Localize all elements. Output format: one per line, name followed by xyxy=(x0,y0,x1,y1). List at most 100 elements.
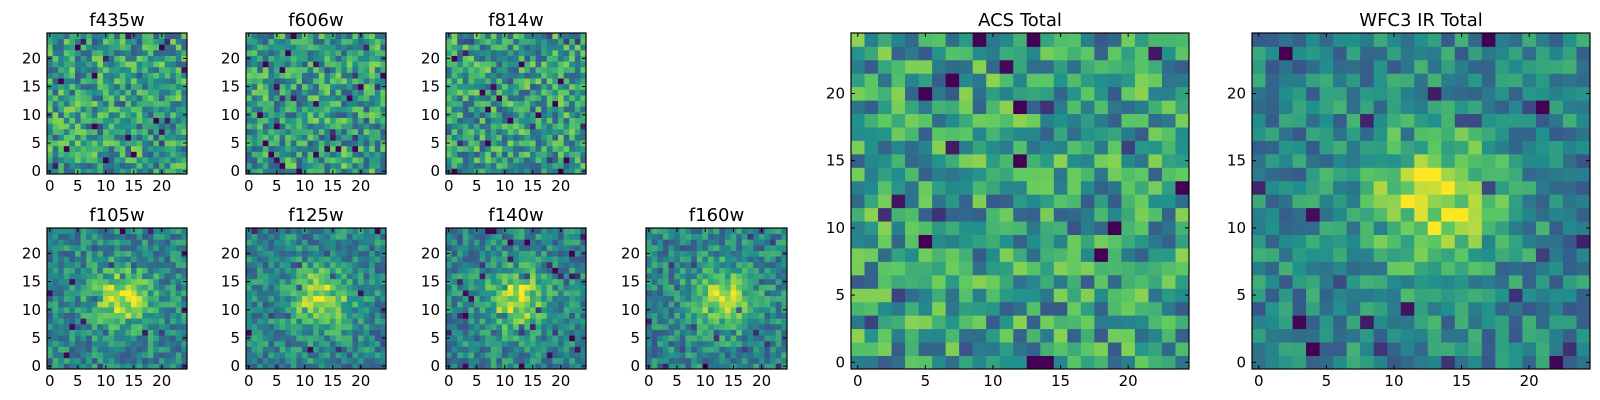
heatmap-cell xyxy=(535,244,542,251)
heatmap-cell xyxy=(164,357,171,364)
heatmap-cell xyxy=(251,278,258,285)
heatmap-cell xyxy=(262,66,269,73)
heatmap-cell xyxy=(268,38,275,45)
heatmap-cell xyxy=(251,312,258,319)
heatmap-cell xyxy=(164,228,171,235)
heatmap-cell xyxy=(530,83,536,90)
heatmap-cell xyxy=(114,284,121,291)
heatmap-cell xyxy=(131,61,137,68)
heatmap-cell xyxy=(535,49,542,56)
heatmap-cell xyxy=(153,168,160,175)
heatmap-cell xyxy=(668,233,675,240)
heatmap-cell xyxy=(279,244,286,251)
heatmap-cell xyxy=(97,111,104,118)
heatmap-cell xyxy=(58,78,65,85)
heatmap-cell xyxy=(313,111,320,118)
heatmap-cell xyxy=(164,61,171,68)
heatmap-cell xyxy=(485,340,492,347)
heatmap-cell xyxy=(563,106,570,113)
heatmap-cell xyxy=(268,100,275,107)
heatmap-cell xyxy=(736,323,743,330)
heatmap-cell xyxy=(153,340,160,347)
heatmap-cell xyxy=(341,256,348,263)
heatmap-cell xyxy=(1161,207,1176,222)
heatmap-cell xyxy=(142,49,149,56)
heatmap-cell xyxy=(558,38,564,45)
heatmap-cell xyxy=(513,312,520,319)
heatmap-cell xyxy=(91,340,98,347)
heatmap-cell xyxy=(535,335,542,342)
heatmap-cell xyxy=(708,228,715,235)
heatmap-cell xyxy=(468,312,475,319)
heatmap-cell xyxy=(657,306,664,313)
heatmap-cell xyxy=(685,273,692,280)
heatmap-cell xyxy=(296,162,303,169)
heatmap-cell xyxy=(86,140,93,147)
heatmap-cell xyxy=(164,306,171,313)
heatmap-cell xyxy=(142,140,149,147)
heatmap-cell xyxy=(1067,234,1082,249)
heatmap-cell xyxy=(546,66,553,73)
heatmap-cell xyxy=(125,128,132,135)
heatmap-cell xyxy=(574,145,581,152)
heatmap-cell xyxy=(330,335,336,342)
heatmap-cell xyxy=(346,228,353,235)
heatmap-cell xyxy=(905,221,919,235)
heatmap-cell xyxy=(257,363,264,370)
heatmap-cell xyxy=(159,117,165,124)
y-tick-label: 5 xyxy=(430,329,440,347)
heatmap-cell xyxy=(535,267,542,274)
heatmap-cell xyxy=(318,306,325,313)
heatmap-cell xyxy=(696,256,703,263)
heatmap-cell xyxy=(462,340,469,347)
heatmap-cell xyxy=(918,315,933,330)
heatmap-cell xyxy=(268,323,275,330)
heatmap-cell xyxy=(352,363,359,370)
heatmap-cell xyxy=(558,111,564,118)
heatmap-cell xyxy=(131,66,137,73)
heatmap-cell xyxy=(541,145,548,152)
heatmap-cell xyxy=(119,261,126,268)
heatmap-cell xyxy=(318,95,325,102)
heatmap-cell xyxy=(502,284,508,291)
heatmap-cell xyxy=(63,151,70,158)
heatmap-cell xyxy=(524,128,531,135)
heatmap-cell xyxy=(246,346,252,353)
heatmap-cell xyxy=(507,273,514,280)
heatmap-cell xyxy=(363,49,370,56)
heatmap-cell xyxy=(75,38,81,45)
heatmap-cell xyxy=(86,145,93,152)
heatmap-cell xyxy=(496,157,503,164)
heatmap-cell xyxy=(507,290,514,297)
heatmap-cell xyxy=(380,38,387,45)
heatmap-cell xyxy=(753,335,760,342)
heatmap-cell xyxy=(535,295,542,302)
heatmap-cell xyxy=(181,244,188,251)
heatmap-cell xyxy=(80,140,87,147)
heatmap-cell xyxy=(1040,234,1055,249)
heatmap-cell xyxy=(569,228,576,235)
heatmap-cell xyxy=(307,61,314,68)
heatmap-cell xyxy=(1067,167,1082,182)
heatmap-cell xyxy=(175,340,182,347)
heatmap-cell xyxy=(302,49,308,56)
heatmap-cell xyxy=(153,95,160,102)
heatmap-cell xyxy=(313,95,320,102)
heatmap-cell xyxy=(524,239,531,246)
heatmap-cell xyxy=(662,346,669,353)
heatmap-cell xyxy=(518,363,525,370)
heatmap-cell xyxy=(451,267,458,274)
heatmap-cell xyxy=(363,140,370,147)
heatmap-cell xyxy=(181,38,188,45)
heatmap-cell xyxy=(91,140,98,147)
heatmap-cell xyxy=(468,290,475,297)
heatmap-cell xyxy=(47,61,53,68)
heatmap-cell xyxy=(268,44,275,51)
heatmap-cell xyxy=(457,273,464,280)
heatmap-cell xyxy=(125,134,132,141)
heatmap-cell xyxy=(736,267,743,274)
heatmap-cell xyxy=(75,83,81,90)
heatmap-cell xyxy=(285,106,292,113)
heatmap-cell xyxy=(781,318,788,325)
heatmap-cell xyxy=(108,273,115,280)
